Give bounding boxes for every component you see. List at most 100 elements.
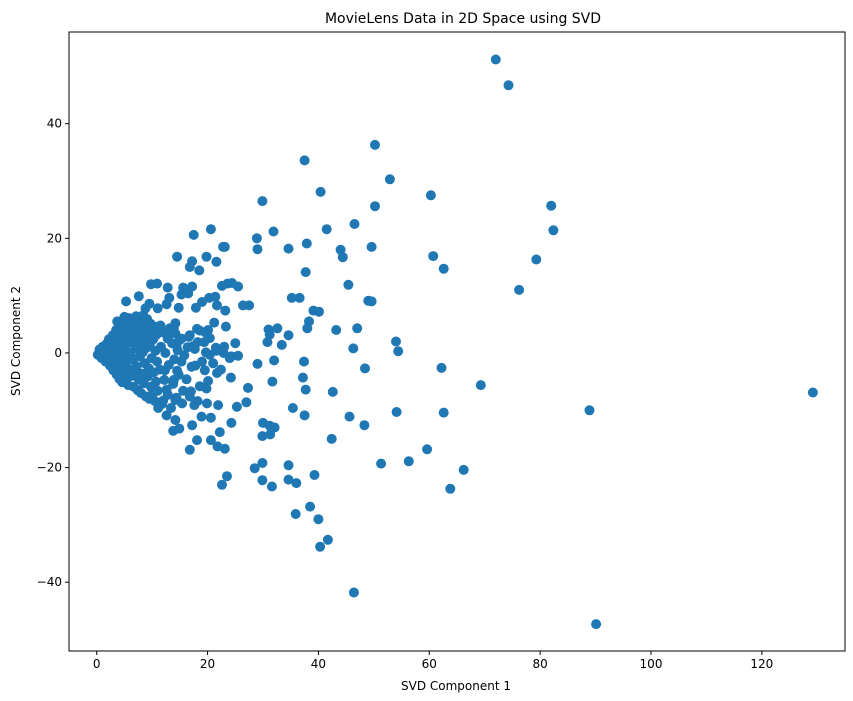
data-point: [297, 372, 308, 383]
data-point: [173, 302, 184, 313]
data-point: [349, 219, 360, 229]
data-point: [370, 201, 380, 212]
data-point: [177, 398, 188, 409]
data-point: [376, 458, 387, 469]
data-point: [152, 356, 163, 367]
data-point: [322, 534, 333, 545]
data-point: [209, 317, 220, 328]
data-point: [257, 475, 268, 486]
data-point: [188, 229, 199, 240]
data-point: [291, 478, 302, 489]
data-point: [326, 433, 337, 444]
data-point: [185, 386, 196, 397]
y-axis-label: SVD Component 2: [9, 286, 23, 396]
data-point: [445, 483, 456, 494]
data-point: [181, 374, 192, 385]
data-point: [309, 470, 320, 480]
data-point: [159, 374, 170, 385]
y-tick-label: −20: [37, 461, 62, 475]
data-point: [475, 380, 486, 391]
data-point: [251, 233, 262, 244]
data-point: [231, 401, 242, 412]
data-point: [343, 279, 354, 290]
data-point: [591, 619, 602, 630]
data-point: [214, 427, 225, 438]
data-point: [257, 196, 268, 207]
data-point: [314, 306, 324, 317]
data-point: [266, 481, 277, 492]
data-point: [366, 241, 377, 252]
data-point: [172, 251, 183, 262]
data-point: [215, 364, 226, 375]
data-point: [287, 403, 298, 413]
data-point: [458, 464, 469, 475]
data-point: [360, 363, 370, 374]
data-point: [152, 385, 163, 396]
data-point: [384, 174, 395, 185]
data-point: [327, 386, 338, 397]
data-point: [294, 292, 305, 303]
data-point: [438, 263, 449, 274]
data-point: [152, 303, 163, 314]
data-point: [196, 411, 207, 422]
data-point: [161, 410, 172, 421]
data-point: [202, 398, 212, 409]
y-axis-ticks: −40 −20 0 20 40: [37, 117, 69, 589]
data-point: [219, 443, 230, 454]
data-point: [166, 403, 176, 413]
data-point: [348, 343, 359, 354]
data-point: [283, 243, 294, 254]
data-point: [169, 354, 180, 365]
data-point: [301, 238, 312, 249]
data-point: [265, 429, 276, 440]
data-point: [244, 300, 255, 311]
chart-title: MovieLens Data in 2D Space using SVD: [325, 11, 601, 27]
data-point: [211, 256, 222, 267]
data-point: [337, 252, 348, 263]
data-point: [211, 345, 222, 356]
data-point: [269, 355, 280, 366]
y-tick-label: −40: [37, 575, 62, 589]
data-point: [192, 435, 202, 446]
data-point: [548, 225, 559, 236]
data-point: [359, 420, 370, 431]
data-point: [208, 358, 219, 369]
data-point: [197, 356, 207, 367]
data-point: [194, 325, 205, 336]
data-point: [272, 323, 283, 334]
data-point: [217, 479, 227, 490]
data-point: [283, 460, 294, 471]
data-point: [212, 300, 222, 311]
data-point: [300, 384, 311, 395]
data-point: [276, 339, 287, 350]
data-point: [213, 400, 224, 411]
data-point: [233, 350, 244, 361]
data-point: [299, 356, 309, 367]
data-points: [92, 54, 818, 630]
data-point: [283, 330, 294, 341]
data-point: [241, 397, 252, 408]
data-point: [321, 224, 332, 235]
data-point: [179, 350, 190, 361]
data-point: [584, 405, 595, 416]
data-point: [315, 186, 326, 197]
data-point: [161, 299, 172, 310]
data-point: [313, 514, 324, 525]
data-point: [170, 415, 181, 425]
data-point: [268, 226, 279, 237]
data-point: [219, 341, 230, 352]
data-point: [348, 587, 359, 598]
data-point: [283, 474, 294, 485]
data-point: [391, 407, 402, 417]
data-point: [174, 334, 185, 345]
data-point: [226, 417, 237, 428]
plot-area-frame: [68, 31, 846, 652]
data-point: [205, 435, 216, 446]
data-point: [233, 281, 244, 292]
data-point: [257, 458, 268, 468]
data-point: [286, 292, 297, 303]
data-point: [219, 241, 230, 252]
data-point: [393, 346, 404, 357]
data-point: [403, 456, 414, 467]
